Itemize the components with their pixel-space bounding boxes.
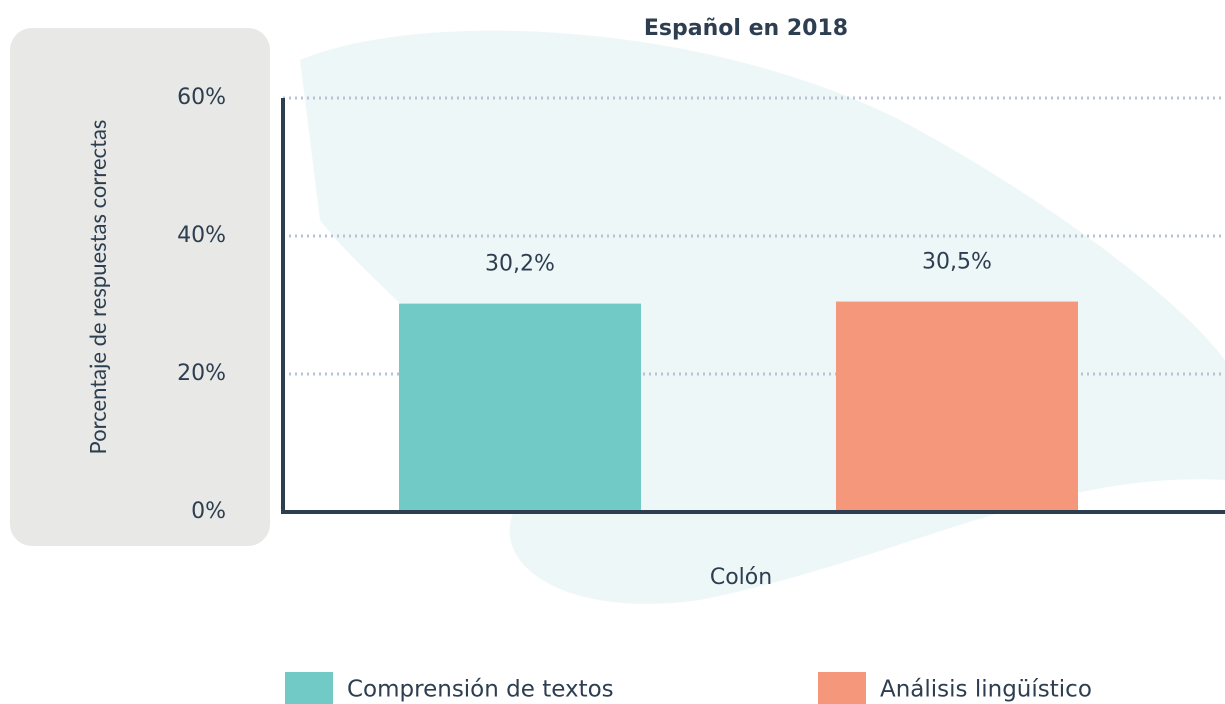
y-axis-label-box: Porcentaje de respuestas correctas: [10, 28, 270, 546]
bar: [836, 301, 1078, 512]
x-axis-label: Colón: [710, 565, 772, 590]
y-tick-label: 0%: [191, 499, 226, 524]
legend-label: Comprensión de textos: [347, 677, 614, 703]
y-axis-label: Porcentaje de respuestas correctas: [84, 119, 111, 455]
y-tick-label: 20%: [177, 361, 226, 386]
legend-swatch: [818, 672, 866, 704]
legend-label: Análisis lingüístico: [880, 677, 1092, 703]
data-label: 30,5%: [922, 250, 992, 275]
bar: [399, 303, 641, 512]
y-tick-label: 60%: [177, 85, 226, 110]
data-label: 30,2%: [485, 252, 555, 277]
legend-swatch: [285, 672, 333, 704]
y-label-panel: [10, 28, 270, 546]
chart-title: Español en 2018: [644, 16, 848, 41]
y-tick-label: 40%: [177, 223, 226, 248]
